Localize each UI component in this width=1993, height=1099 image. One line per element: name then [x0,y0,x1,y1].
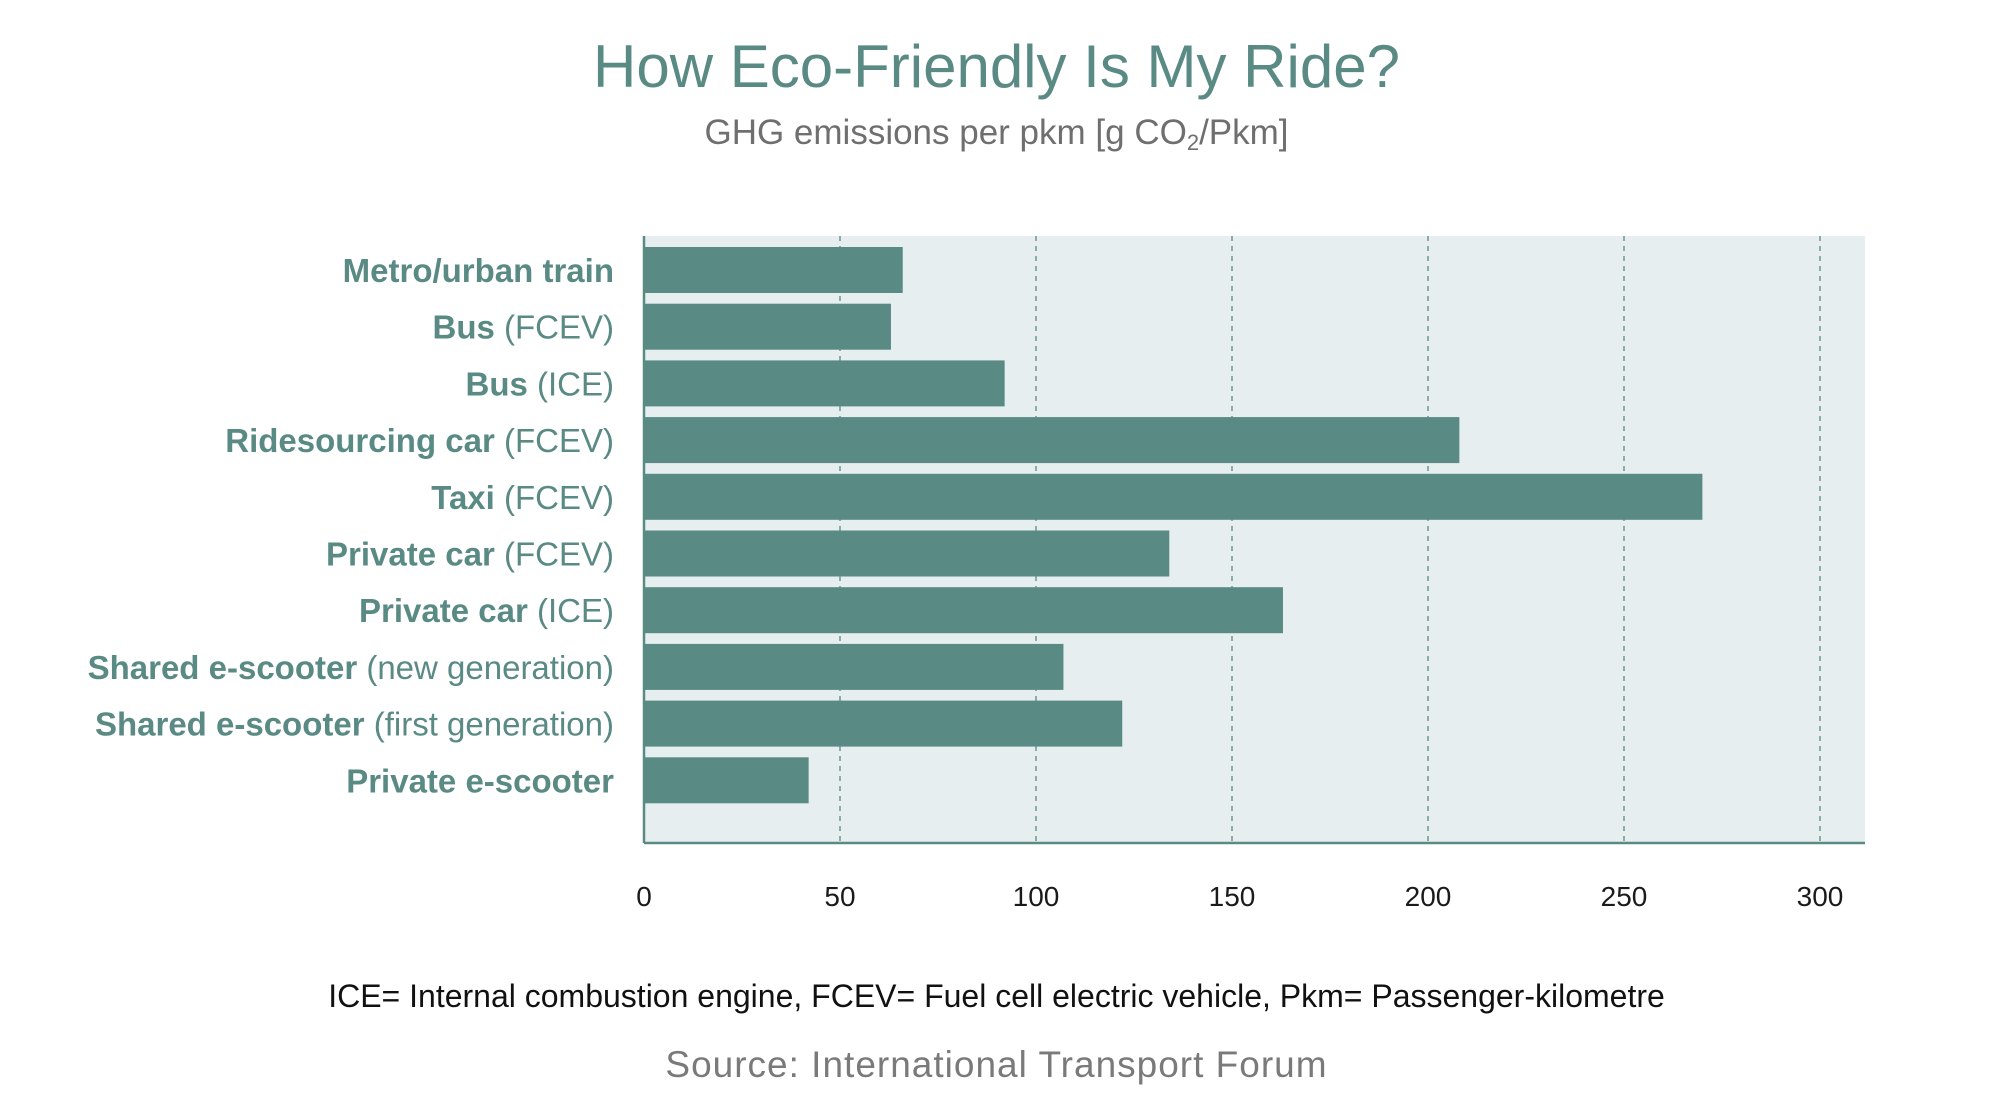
category-label-3: Ridesourcing car (FCEV) [225,422,614,459]
category-label-1: Bus (FCEV) [432,309,614,346]
x-tick-label-0: 0 [636,881,652,912]
chart-subtitle: GHG emissions per pkm [g CO2/Pkm] [0,112,1993,156]
footnote: ICE= Internal combustion engine, FCEV= F… [328,978,1665,1014]
bar-9 [644,757,809,804]
category-label-detail: (ICE) [528,365,614,402]
category-label-detail: (FCEV) [495,309,614,346]
x-tick-label-100: 100 [1013,881,1060,912]
category-label-6: Private car (ICE) [359,592,614,629]
bar-6 [644,587,1283,634]
x-tick-label-300: 300 [1797,881,1844,912]
bar-7 [644,643,1064,690]
category-label-bold: Shared e-scooter [95,706,365,743]
bar-0 [644,247,903,293]
x-tick-label-150: 150 [1209,881,1256,912]
category-label-detail: (ICE) [528,592,614,629]
category-label-bold: Bus [432,309,494,346]
category-label-bold: Private e-scooter [346,762,614,799]
subtitle-subscript: 2 [1186,130,1200,155]
category-label-bold: Metro/urban train [343,252,614,289]
axes [642,236,1865,845]
category-label-2: Bus (ICE) [465,365,614,402]
tick-labels: 0 50 100 150 200 250 300 [636,881,1843,912]
bar-2 [644,360,1005,407]
category-label-8: Shared e-scooter (first generation) [95,706,614,743]
x-tick-label-200: 200 [1405,881,1452,912]
category-label-detail: (first generation) [365,706,614,743]
source-credit: Source: International Transport Forum [665,1044,1328,1085]
category-label-bold: Private car [359,592,528,629]
category-label-detail: (FCEV) [495,536,614,573]
x-tick-label-250: 250 [1601,881,1648,912]
category-label-detail: (FCEV) [495,422,614,459]
category-label-bold: Bus [465,365,527,402]
bar-5 [644,530,1170,577]
category-label-detail: (new generation) [357,649,614,686]
category-label-detail: (FCEV) [495,479,614,516]
bar-4 [644,473,1703,520]
category-label-bold: Shared e-scooter [88,649,358,686]
category-label-9: Private e-scooter [346,762,614,799]
category-label-5: Private car (FCEV) [326,536,614,573]
category-label-bold: Private car [326,536,495,573]
category-label-0: Metro/urban train [343,252,614,289]
category-label-7: Shared e-scooter (new generation) [88,649,614,686]
subtitle-end: /Pkm] [1199,113,1289,152]
bars [644,247,1703,804]
bar-1 [644,303,891,350]
subtitle-main: GHG emissions per pkm [g CO [704,113,1187,152]
category-label-bold: Ridesourcing car [225,422,495,459]
category-label-bold: Taxi [431,479,495,516]
bar-3 [644,417,1460,464]
x-tick-label-50: 50 [824,881,855,912]
chart-title: How Eco-Friendly Is My Ride? [593,33,1400,100]
bar-8 [644,700,1123,747]
category-label-4: Taxi (FCEV) [431,479,614,516]
